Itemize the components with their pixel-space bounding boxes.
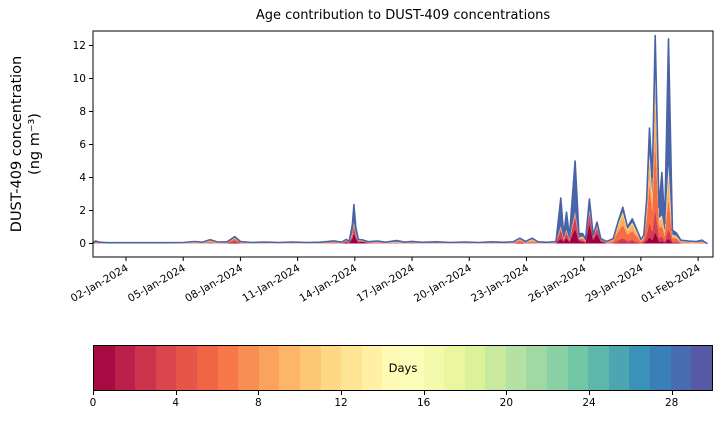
y-tick-label: 6: [79, 139, 86, 151]
plot-background: [93, 31, 713, 257]
colorbar-segment: [464, 346, 486, 390]
x-tick-label: 05-Jan-2024: [126, 262, 188, 305]
colorbar-segment: [650, 346, 671, 390]
colorbar-segment: [691, 346, 712, 390]
colorbar-tick: [175, 391, 177, 395]
colorbar-segment: [402, 346, 424, 390]
colorbar-tick-label: 4: [172, 397, 179, 409]
colorbar-segment: [320, 346, 342, 390]
x-tick-label: 17-Jan-2024: [355, 262, 417, 305]
colorbar-segment: [258, 346, 280, 390]
colorbar-segment: [567, 346, 589, 390]
colorbar-segment: [176, 346, 197, 390]
colorbar-segment: [505, 346, 527, 390]
colorbar-segment: [361, 346, 383, 390]
y-tick-label: 0: [79, 238, 86, 250]
colorbar-tick-label: 20: [499, 397, 514, 409]
y-axis-label: DUST-409 concentration (ng m⁻³): [8, 56, 44, 232]
y-tick-label: 4: [79, 172, 86, 184]
colorbar-segment: [217, 346, 239, 390]
colorbar-segment: [238, 346, 259, 390]
colorbar-gradient: [93, 345, 713, 391]
colorbar-segment: [444, 346, 465, 390]
colorbar-segment: [299, 346, 321, 390]
colorbar-segment: [279, 346, 300, 390]
x-tick-label: 14-Jan-2024: [298, 262, 360, 305]
colorbar-tick: [506, 391, 508, 395]
colorbar-tick: [671, 391, 673, 395]
colorbar-tick: [589, 391, 590, 395]
colorbar-tick: [341, 391, 342, 395]
colorbar-segment: [423, 346, 445, 390]
y-axis-label-line1: DUST-409 concentration: [9, 55, 25, 233]
colorbar-tick: [258, 391, 260, 395]
colorbar-segment: [114, 346, 136, 390]
colorbar-segment: [135, 346, 156, 390]
colorbar-segment: [382, 346, 403, 390]
colorbar-segment: [608, 346, 630, 390]
x-tick-label: 08-Jan-2024: [183, 262, 245, 305]
y-tick-label: 2: [79, 205, 86, 217]
y-tick-label: 12: [73, 40, 86, 52]
colorbar-tick-label: 28: [664, 397, 679, 409]
colorbar-tick: [93, 391, 94, 395]
colorbar-tick-label: 12: [334, 397, 348, 409]
colorbar-segment: [341, 346, 362, 390]
chart-title: Age contribution to DUST-409 concentrati…: [255, 8, 551, 23]
colorbar-tick: [423, 391, 425, 395]
colorbar-segment: [485, 346, 506, 390]
x-tick-label: 11-Jan-2024: [240, 262, 302, 305]
y-axis-label-line2: (ng m⁻³): [27, 113, 43, 175]
colorbar-tick-label: 24: [582, 397, 596, 409]
age-band-area: [92, 137, 708, 244]
x-tick-label: 20-Jan-2024: [412, 262, 474, 305]
colorbar-tick-label: 0: [89, 397, 97, 409]
y-tick-label: 10: [73, 73, 86, 85]
colorbar-segment: [670, 346, 692, 390]
colorbar-tick-label: 8: [254, 397, 262, 409]
colorbar-segment: [588, 346, 609, 390]
x-tick-label: 26-Jan-2024: [526, 262, 588, 305]
colorbar-segment: [526, 346, 548, 390]
age-band-area: [92, 208, 708, 244]
colorbar-segment: [629, 346, 651, 390]
x-tick-label: 29-Jan-2024: [584, 262, 646, 305]
total-concentration-line: [92, 34, 708, 245]
x-tick-label: 01-Feb-2024: [639, 262, 703, 306]
x-tick-label: 23-Jan-2024: [469, 262, 531, 305]
colorbar-tick-label: 16: [416, 397, 431, 409]
colorbar-segment: [547, 346, 568, 390]
x-tick-label: 02-Jan-2024: [69, 262, 131, 305]
concentration-plot: 0 2 4 6 8 10 12 02-Jan-202405-Jan-202408-Jan-20…: [69, 30, 714, 306]
colorbar-segment: [94, 346, 115, 390]
age-band-area: [92, 223, 708, 244]
colorbar: Days 0 4 8 12 16 20 24 28: [89, 345, 713, 409]
colorbar-segment: [155, 346, 177, 390]
colorbar-segment: [196, 346, 218, 390]
y-tick-label: 8: [79, 106, 86, 118]
